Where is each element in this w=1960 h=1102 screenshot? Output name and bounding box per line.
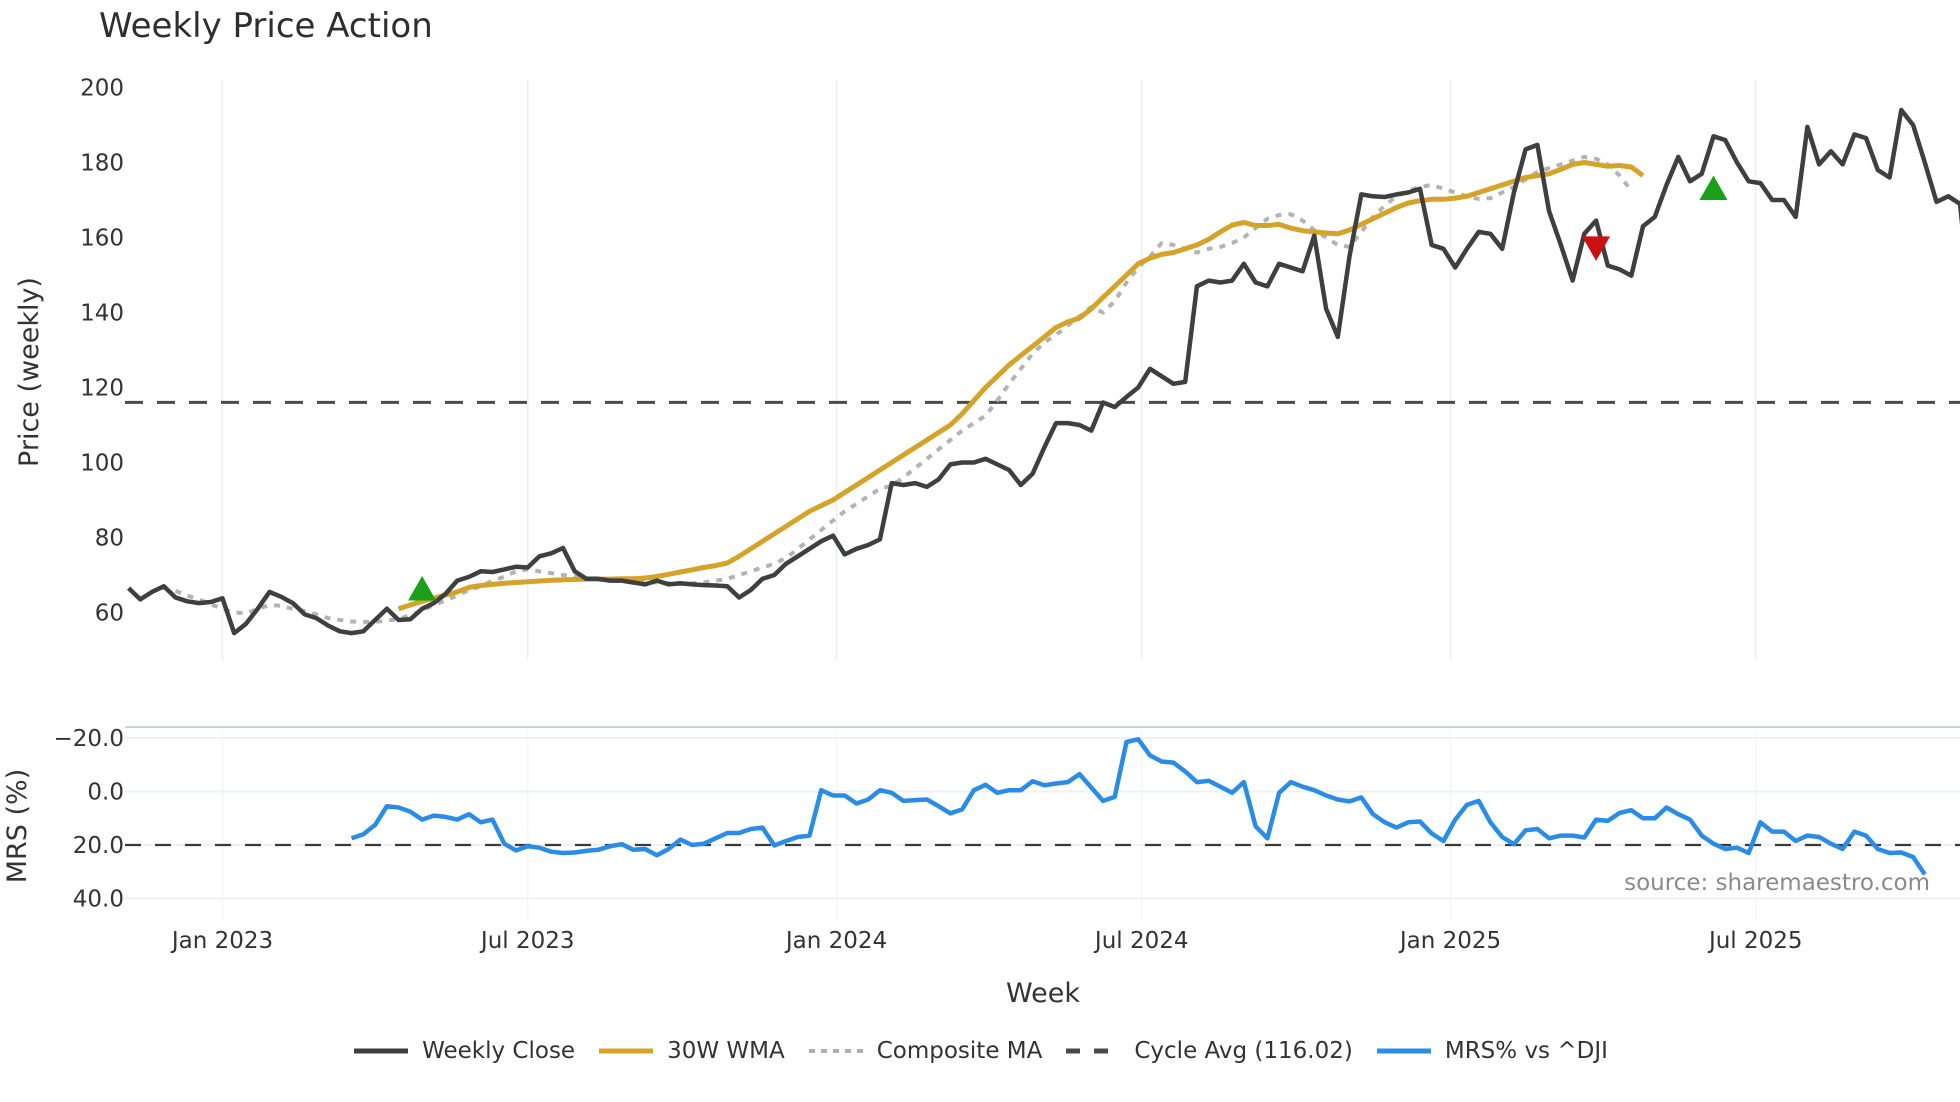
mrs-line	[350, 737, 1927, 876]
sell-signal-icon	[1582, 236, 1611, 261]
mrs-y-axis-ticks: 40.0 20.0 0.0 −20.0	[54, 726, 124, 913]
weekly-close-line	[127, 107, 1960, 636]
legend-swatch-icon	[1066, 1048, 1121, 1054]
x-axis-ticks: Jan 2023 Jul 2023 Jan 2024 Jul 2024 Jan 2025…	[170, 928, 1803, 954]
legend-swatch-icon	[354, 1048, 409, 1054]
30w-wma-line	[397, 160, 1645, 612]
mrs-y-tick-label: 20.0	[73, 833, 124, 859]
legend-item[interactable]: Cycle Avg (116.02)	[1064, 1036, 1353, 1066]
price-y-tick-label: 140	[80, 301, 124, 327]
legend-item[interactable]: 30W WMA	[597, 1036, 785, 1066]
legend-label: Cycle Avg (116.02)	[1134, 1038, 1353, 1064]
x-axis-label: Week	[1006, 978, 1080, 1009]
mrs-y-axis-label: MRS (%)	[2, 769, 33, 884]
legend-label: Weekly Close	[422, 1038, 576, 1064]
legend: Weekly Close 30W WMA Composite MA Cycle Avg…	[0, 1036, 1960, 1066]
legend-label: MRS% vs ^DJI	[1444, 1038, 1608, 1064]
price-y-tick-label: 80	[95, 526, 124, 552]
price-y-axis-label: Price (weekly)	[14, 277, 45, 467]
legend-swatch-icon	[1376, 1048, 1431, 1054]
legend-swatch-icon	[808, 1049, 863, 1053]
signal-markers	[408, 175, 1728, 601]
legend-item[interactable]: Weekly Close	[352, 1036, 575, 1066]
source-label: source: sharemaestro.com	[1624, 870, 1930, 896]
mrs-y-tick-label: 0.0	[87, 780, 124, 806]
price-y-tick-label: 200	[80, 76, 124, 102]
x-tick-label: Jan 2024	[784, 928, 887, 954]
price-y-tick-label: 100	[80, 451, 124, 477]
mrs-series-group	[350, 737, 1927, 876]
mrs-y-tick-label: 40.0	[73, 887, 124, 913]
price-y-tick-label: 120	[80, 376, 124, 402]
mrs-y-tick-label: −20.0	[54, 726, 124, 752]
legend-item[interactable]: Composite MA	[807, 1036, 1043, 1066]
price-y-axis-ticks: 60 80 100 120 140 160 180 200	[80, 76, 124, 627]
price-y-tick-label: 180	[80, 151, 124, 177]
buy-signal-icon	[408, 576, 437, 601]
price-y-tick-label: 160	[80, 226, 124, 252]
mrs-gridlines	[125, 730, 1960, 920]
price-y-tick-label: 60	[95, 601, 124, 627]
legend-label: Composite MA	[876, 1038, 1043, 1064]
price-gridlines	[221, 80, 1757, 660]
legend-swatch-icon	[599, 1048, 654, 1054]
buy-signal-icon	[1699, 175, 1728, 200]
composite-ma-line	[174, 154, 1633, 624]
x-tick-label: Jan 2023	[170, 928, 273, 954]
chart-title: Weekly Price Action	[99, 6, 433, 46]
x-tick-label: Jul 2023	[479, 928, 575, 954]
price-series-group	[127, 107, 1960, 636]
x-tick-label: Jul 2024	[1093, 928, 1189, 954]
legend-label: 30W WMA	[667, 1038, 785, 1064]
legend-item[interactable]: MRS% vs ^DJI	[1375, 1036, 1608, 1066]
x-tick-label: Jul 2025	[1707, 928, 1803, 954]
x-tick-label: Jan 2025	[1398, 928, 1501, 954]
